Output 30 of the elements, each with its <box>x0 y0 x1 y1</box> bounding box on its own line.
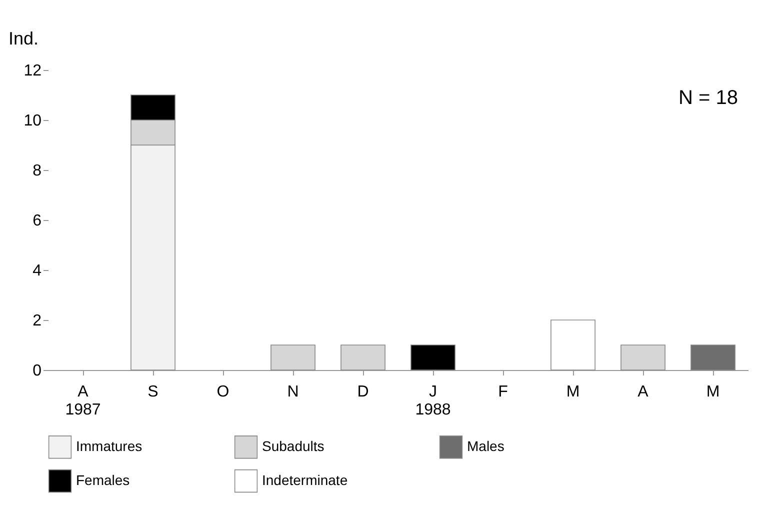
legend-label: Indeterminate <box>262 472 348 488</box>
y-tick-label: 6 <box>32 212 42 230</box>
x-tick-label: M <box>566 384 580 400</box>
x-tick-label: O <box>216 384 230 400</box>
y-tick-label: 12 <box>24 62 42 80</box>
bar <box>620 344 666 370</box>
x-tick-label: D <box>357 384 369 400</box>
y-tick-label: 10 <box>24 112 42 130</box>
legend-label: Females <box>76 472 130 488</box>
x-tick-label: A <box>638 384 649 400</box>
bar <box>410 344 456 370</box>
annotation: N = 18 <box>678 87 738 109</box>
legend-label: Subadults <box>262 438 324 454</box>
x-tick-label: A 1987 <box>65 384 101 418</box>
bar <box>340 344 386 370</box>
y-axis-title: Ind. <box>8 28 39 48</box>
x-tick-label: S <box>148 384 158 400</box>
x-tick-label: F <box>498 384 508 400</box>
y-tick-label: 0 <box>32 362 42 380</box>
y-tick-label: 8 <box>32 162 42 180</box>
bar <box>550 320 596 370</box>
legend-label: Immatures <box>76 438 142 454</box>
y-tick-label: 4 <box>32 262 42 280</box>
bar <box>690 344 736 370</box>
x-tick-label: M <box>706 384 720 400</box>
x-tick-label: N <box>287 384 299 400</box>
legend-label: Males <box>467 438 504 454</box>
y-tick-label: 2 <box>32 312 42 330</box>
bar <box>270 344 316 370</box>
x-tick-label: J 1988 <box>415 384 451 418</box>
